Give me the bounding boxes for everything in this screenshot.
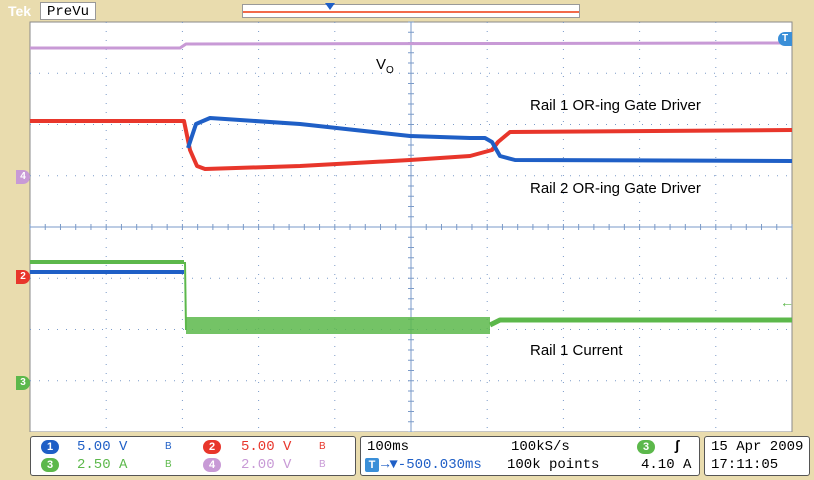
ch3-bw-icon: B — [165, 459, 172, 470]
trigger-level: 4.10 A — [641, 457, 692, 473]
brand-logo: Tek — [8, 3, 32, 19]
sample-rate: 100kS/s — [511, 439, 570, 455]
record-view-bar[interactable] — [242, 3, 580, 18]
ch4-vo-trace — [30, 41, 793, 50]
waveforms — [30, 41, 793, 334]
trigger-time-marker[interactable]: T — [778, 32, 792, 46]
channel-scale-panel[interactable]: 1 5.00 V B 3 2.50 A B 2 5.00 V B 4 2.00 … — [30, 436, 356, 476]
vo-label: VO — [376, 56, 394, 76]
timebase-trigger-panel[interactable]: 100ms 100kS/s T →▼-500.030ms 100k points… — [360, 436, 700, 476]
ch1-badge[interactable]: 1 — [41, 440, 59, 454]
trigger-level-arrow-icon[interactable]: ← — [780, 294, 794, 310]
date-readout: 15 Apr 2009 — [711, 439, 804, 455]
trigger-slope-icon: ʃ — [673, 439, 682, 455]
acquisition-mode-label: PreVu — [40, 2, 97, 20]
trigger-source-badge[interactable]: 3 — [637, 440, 655, 454]
ch1-bw-icon: B — [165, 441, 172, 452]
trigger-position-icon — [325, 3, 335, 10]
graticule-grid — [29, 21, 793, 433]
ch3-scale: 2.50 A — [77, 457, 128, 473]
time-readout: 17:11:05 — [711, 457, 779, 473]
ch2-bw-icon: B — [319, 441, 326, 452]
ch1-scale: 5.00 V — [77, 439, 128, 455]
ch3-badge[interactable]: 3 — [41, 458, 59, 472]
timebase-scale: 100ms — [367, 439, 410, 455]
rail2-gate-label: Rail 2 OR-ing Gate Driver — [530, 180, 701, 197]
vo-label-text: V — [376, 56, 387, 73]
rail1-current-label: Rail 1 Current — [530, 342, 623, 359]
trigger-position-badge: T — [365, 458, 379, 472]
record-window-indicator — [243, 11, 579, 13]
ch2-scale: 5.00 V — [241, 439, 292, 455]
ch4-scale: 2.00 V — [241, 457, 292, 473]
ch4-ground-marker[interactable]: 4 — [16, 170, 30, 184]
ch2-ground-marker[interactable]: 2 — [16, 270, 30, 284]
ch2-badge[interactable]: 2 — [203, 440, 221, 454]
horizontal-position[interactable]: →▼-500.030ms — [381, 457, 482, 473]
ch4-bw-icon: B — [319, 459, 326, 470]
ch3-current-edge — [184, 261, 187, 331]
record-length: 100k points — [507, 457, 600, 473]
ch3-current-noise-band — [186, 317, 490, 334]
ch3-ground-marker[interactable]: 3 — [16, 376, 30, 390]
ch3-current-trace-post — [488, 317, 792, 328]
datetime-panel: 15 Apr 2009 17:11:05 — [704, 436, 810, 476]
ch1-gate-trace — [186, 116, 793, 163]
ch4-badge[interactable]: 4 — [203, 458, 221, 472]
rail1-gate-label: Rail 1 OR-ing Gate Driver — [530, 97, 701, 114]
top-status-bar: Tek PreVu — [0, 0, 814, 22]
vo-label-subscript: O — [386, 65, 394, 76]
